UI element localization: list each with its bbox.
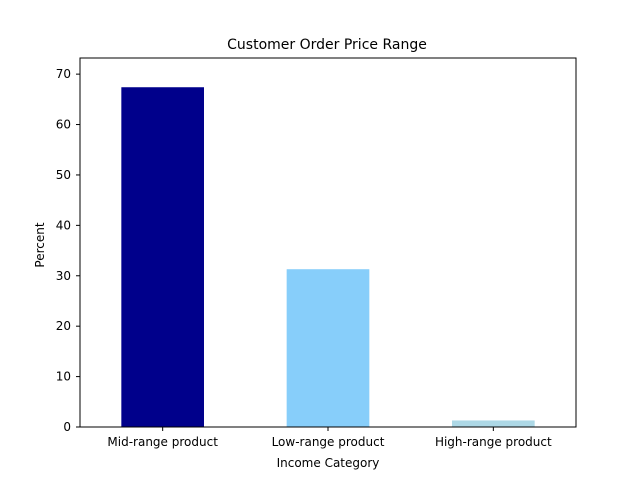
bar-0 (121, 87, 204, 427)
x-tick-label: Low-range product (272, 435, 385, 449)
plot-frame (79, 57, 577, 428)
y-tick-label: 70 (56, 67, 71, 81)
y-tick-label: 50 (56, 168, 71, 182)
y-tick-label: 10 (56, 370, 71, 384)
bars-group (121, 87, 535, 427)
bar-1 (286, 269, 370, 427)
y-axis-ticks: 0 10 20 30 40 50 60 70 (56, 67, 80, 434)
y-tick-label: 0 (63, 420, 71, 434)
y-tick-label: 20 (56, 319, 71, 333)
y-axis-label: Percent (33, 222, 47, 267)
bar-2 (452, 420, 535, 427)
y-tick-label: 30 (56, 269, 71, 283)
chart-title: Customer Order Price Range (227, 37, 427, 53)
x-axis-ticks: Mid-range product Low-range product High-r… (107, 427, 552, 449)
x-tick-label: High-range product (435, 435, 552, 449)
x-tick-label: Mid-range product (107, 435, 218, 449)
y-tick-label: 40 (56, 218, 71, 232)
y-tick-label: 60 (56, 118, 71, 132)
x-axis-label: Income Category (277, 456, 380, 470)
